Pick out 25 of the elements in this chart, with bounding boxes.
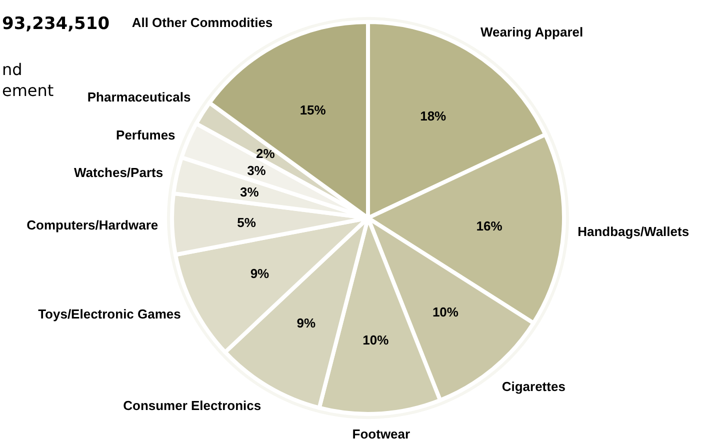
slice-label: Perfumes <box>116 128 176 143</box>
chart-title: 93,234,510 <box>2 14 110 34</box>
data-label: 15% <box>300 102 326 118</box>
data-label: 5% <box>237 214 256 230</box>
data-label: 2% <box>256 146 276 161</box>
data-label: 3% <box>247 162 266 178</box>
text: ement <box>2 81 54 100</box>
slice-label: Watches/Parts <box>74 165 164 180</box>
data-label: 18% <box>420 108 447 124</box>
data-label: 9% <box>250 266 270 282</box>
slice-label: All Other Commodities <box>132 14 273 30</box>
slice-label: Toys/Electronic Games <box>38 306 181 322</box>
data-label: 16% <box>476 218 503 234</box>
slice-label: Consumer Electronics <box>123 398 262 413</box>
slice-label: Wearing Apparel <box>480 24 584 40</box>
text: nd <box>2 60 22 79</box>
data-label: 10% <box>362 332 390 348</box>
slice-label: Pharmaceuticals <box>87 89 191 104</box>
slice-label: Cigarettes <box>502 378 566 394</box>
data-label: 10% <box>432 304 459 320</box>
slice-label: Handbags/Wallets <box>578 224 690 240</box>
data-label: 3% <box>240 184 260 200</box>
slice-label: Footwear <box>352 426 410 442</box>
slice-label: Computers/Hardware <box>26 218 158 233</box>
data-label: 9% <box>296 316 316 331</box>
